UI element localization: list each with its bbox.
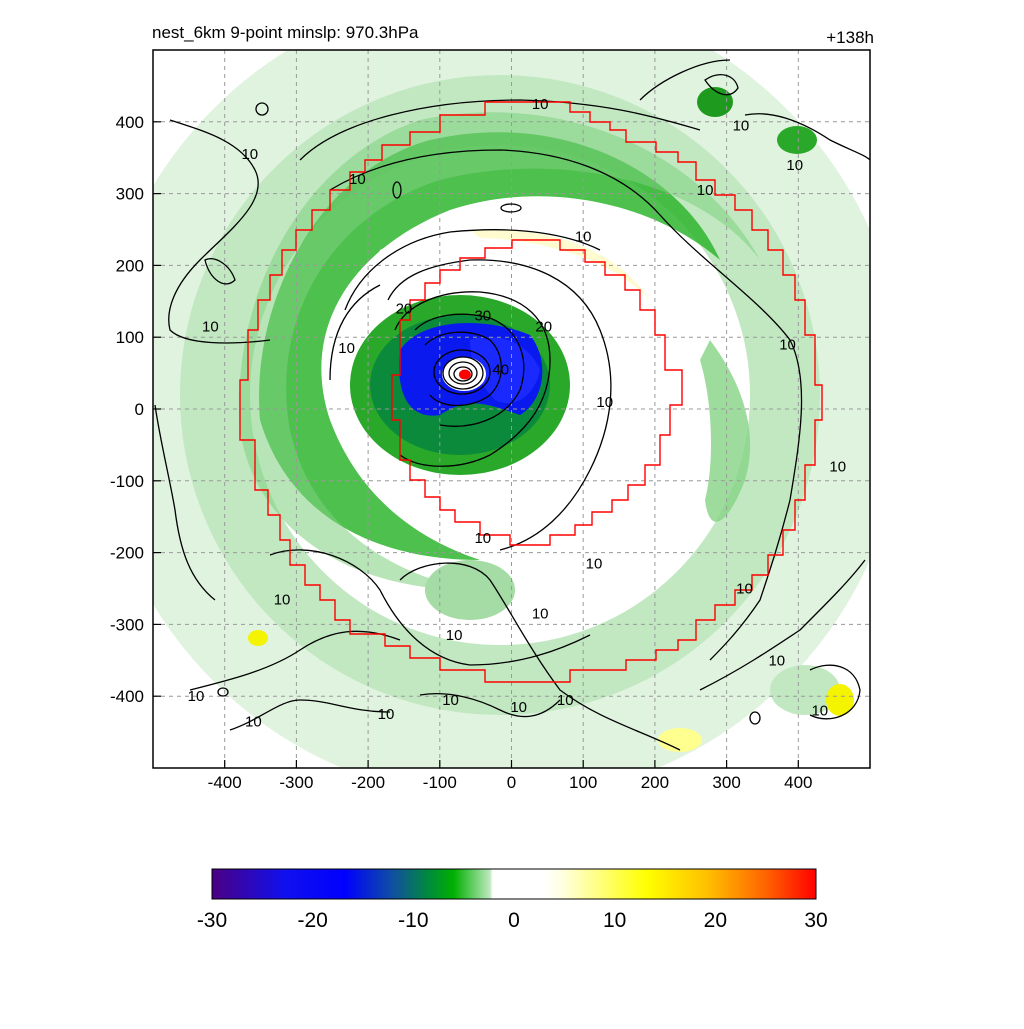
contour-label: 10 bbox=[378, 706, 395, 723]
colorbar-tick-label: 30 bbox=[804, 909, 827, 932]
contour-label: 10 bbox=[575, 229, 592, 246]
colorbar-ticks: -30 -20 -10 0 10 20 30 bbox=[197, 909, 828, 932]
contour-lines bbox=[154, 59, 870, 751]
contour-label: 10 bbox=[474, 530, 491, 547]
contour-label: 10 bbox=[532, 606, 549, 623]
contour-label: 10 bbox=[697, 182, 714, 199]
colorbar-tick-label: 0 bbox=[508, 909, 520, 932]
y-tick-label: 400 bbox=[116, 113, 144, 132]
y-tick-label: 300 bbox=[116, 185, 144, 204]
contour-label: 10 bbox=[596, 394, 613, 411]
contour-label: 10 bbox=[188, 688, 205, 705]
contour-label: 10 bbox=[829, 458, 846, 475]
contour-label: 10 bbox=[736, 581, 753, 598]
contour-label: 30 bbox=[474, 308, 491, 325]
chart-title: nest_6km 9-point minslp: 970.3hPa bbox=[152, 23, 419, 42]
contour-label: 10 bbox=[733, 117, 750, 134]
x-tick-label: 300 bbox=[712, 773, 740, 792]
storm-center-marker bbox=[458, 369, 471, 380]
x-tick-label: -300 bbox=[279, 773, 313, 792]
contour-label: 10 bbox=[786, 157, 803, 174]
contour-label: 10 bbox=[442, 692, 459, 709]
x-tick-label: -100 bbox=[423, 773, 457, 792]
colorbar-tick-label: -30 bbox=[197, 909, 227, 932]
y-tick-label: -100 bbox=[110, 472, 144, 491]
contour-label: 10 bbox=[241, 146, 258, 163]
axes: -400 -300 -200 -100 0 100 200 300 400-400-300-20… bbox=[110, 113, 813, 792]
y-tick-label: 100 bbox=[116, 328, 144, 347]
contour-label: 20 bbox=[396, 300, 413, 317]
contour-label: 10 bbox=[532, 96, 549, 113]
x-tick-label: -200 bbox=[351, 773, 385, 792]
contour-label: 10 bbox=[446, 627, 463, 644]
contour-label: 10 bbox=[557, 692, 574, 709]
forecast-hour-label: +138h bbox=[826, 28, 874, 47]
wind-field-shading bbox=[153, 50, 870, 768]
colorbar-tick-label: -20 bbox=[297, 909, 327, 932]
y-tick-label: 200 bbox=[116, 256, 144, 275]
contour-label: 10 bbox=[779, 336, 796, 353]
contour-labels: 10 10 10 10 10 10 10 10 10 10 10 10 10 10 10 10 10 10 10 10… bbox=[188, 96, 846, 730]
y-tick-label: -300 bbox=[110, 615, 144, 634]
contour-label: 10 bbox=[349, 171, 366, 188]
storm-center-dot bbox=[458, 369, 471, 380]
colorbar-tick-label: 20 bbox=[704, 909, 727, 932]
colorbar-tick-label: -10 bbox=[398, 909, 428, 932]
y-tick-label: 0 bbox=[135, 400, 144, 419]
contour-label: 10 bbox=[586, 555, 603, 572]
contour-label: 10 bbox=[338, 340, 355, 357]
colorbar bbox=[211, 868, 817, 900]
colorbar-tick-label: 10 bbox=[603, 909, 626, 932]
contour-label: 10 bbox=[510, 699, 527, 716]
contour-label: 10 bbox=[202, 318, 219, 335]
contour-label: 10 bbox=[245, 713, 262, 730]
contour-label: 40 bbox=[492, 362, 509, 379]
contour-label: 10 bbox=[274, 591, 291, 608]
nest-domain-outline bbox=[239, 101, 823, 683]
x-tick-label: 400 bbox=[784, 773, 812, 792]
contour-label: 10 bbox=[768, 652, 785, 669]
y-tick-label: -400 bbox=[110, 687, 144, 706]
y-tick-label: -200 bbox=[110, 544, 144, 563]
x-tick-label: 100 bbox=[569, 773, 597, 792]
x-tick-label: -400 bbox=[208, 773, 242, 792]
x-tick-label: 0 bbox=[507, 773, 516, 792]
contour-label: 20 bbox=[535, 318, 552, 335]
x-tick-label: 200 bbox=[641, 773, 669, 792]
contour-label: 10 bbox=[811, 703, 828, 720]
